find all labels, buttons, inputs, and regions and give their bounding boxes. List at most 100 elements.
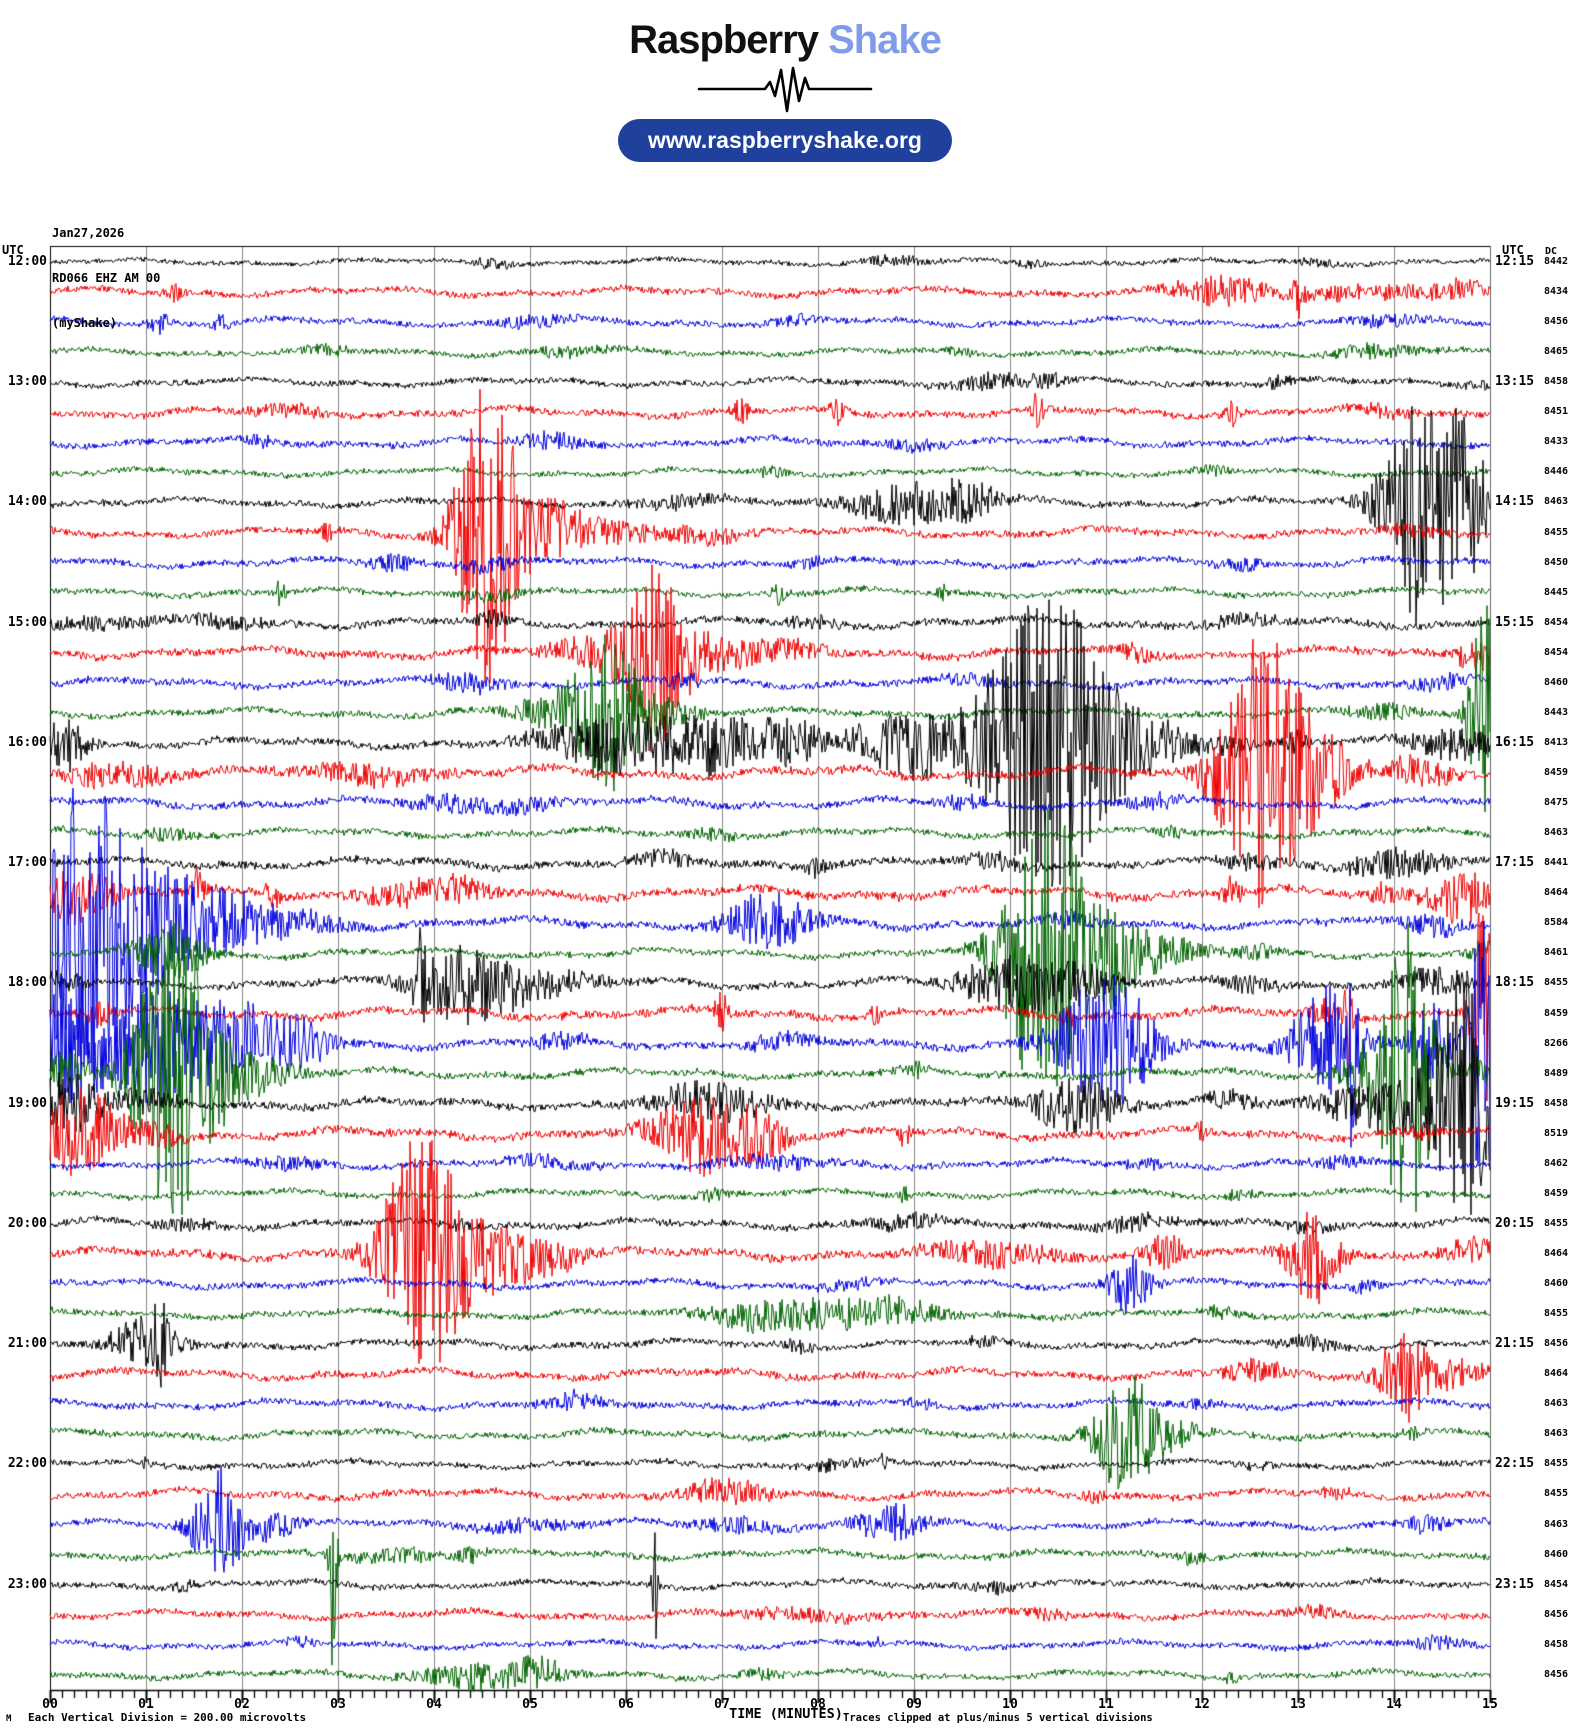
- dc-value: 8456: [1544, 1668, 1569, 1680]
- footer-clip-note: Traces clipped at plus/minus 5 vertical …: [843, 1712, 1153, 1724]
- hour-label-right: 16:15: [1495, 734, 1535, 750]
- dc-value: 8460: [1544, 676, 1569, 688]
- dc-value: 8445: [1544, 586, 1569, 598]
- minute-label: 01: [138, 1697, 154, 1712]
- x-axis-title: TIME (MINUTES): [729, 1706, 843, 1722]
- minute-label: 08: [810, 1697, 826, 1712]
- dc-value: 8463: [1544, 1428, 1569, 1440]
- hour-label-left: 21:00: [7, 1336, 47, 1352]
- waveform-icon: [0, 65, 1570, 113]
- dc-value: 8433: [1544, 436, 1569, 448]
- minute-label: 03: [330, 1697, 346, 1712]
- dc-value: 8413: [1544, 736, 1569, 748]
- dc-value: 8460: [1544, 1278, 1569, 1290]
- station-info: Jan27,2026 RD066 EHZ AM 00 (myShake): [52, 196, 160, 361]
- hour-label-right: 23:15: [1495, 1576, 1535, 1592]
- dc-value: 8455: [1544, 977, 1569, 989]
- hour-label-left: 13:00: [7, 374, 47, 390]
- hour-label-right: 18:15: [1495, 975, 1535, 991]
- dc-value: 8459: [1544, 1007, 1569, 1019]
- hour-label-left: 15:00: [7, 614, 47, 630]
- dc-value: 8462: [1544, 1157, 1569, 1169]
- minute-label: 11: [1098, 1697, 1114, 1712]
- hour-label-left: 17:00: [7, 855, 47, 871]
- hour-label-right: 15:15: [1495, 614, 1535, 630]
- dc-value: 8450: [1544, 556, 1569, 568]
- dc-value: 8454: [1544, 1578, 1569, 1590]
- dc-value: 8456: [1544, 1608, 1569, 1620]
- brand-title: Raspberry Shake: [0, 18, 1570, 63]
- minute-label: 06: [618, 1697, 634, 1712]
- footer-scale-note: Each Vertical Division = 200.00 microvol…: [28, 1711, 307, 1724]
- station-date: Jan27,2026: [52, 226, 125, 240]
- hour-label-left: 19:00: [7, 1095, 47, 1111]
- hour-label-left: 14:00: [7, 494, 47, 510]
- dc-header: DC: [1545, 246, 1558, 257]
- dc-value: 8456: [1544, 316, 1569, 328]
- dc-value: 8463: [1544, 1518, 1569, 1530]
- minute-label: 00: [42, 1697, 58, 1712]
- waveform-icon-svg: [697, 66, 873, 113]
- dc-value: 8454: [1544, 646, 1569, 658]
- dc-value: 8463: [1544, 827, 1569, 839]
- dc-value: 8446: [1544, 466, 1569, 478]
- dc-value: 8455: [1544, 1458, 1569, 1470]
- minute-label: 02: [234, 1697, 250, 1712]
- dc-value: 8459: [1544, 767, 1569, 779]
- dc-value: 8455: [1544, 1308, 1569, 1320]
- minute-label: 09: [906, 1697, 922, 1712]
- minute-label: 04: [426, 1697, 442, 1712]
- minute-label: 14: [1386, 1697, 1402, 1712]
- dc-value: 8464: [1544, 1368, 1569, 1380]
- dc-value: 8458: [1544, 1638, 1569, 1650]
- station-network: (myShake): [52, 316, 118, 330]
- hour-label-left: 22:00: [7, 1456, 47, 1472]
- minute-label: 05: [522, 1697, 538, 1712]
- hour-label-right: 22:15: [1495, 1456, 1535, 1472]
- dc-value: 8266: [1544, 1037, 1569, 1049]
- dc-value: 8519: [1544, 1127, 1569, 1139]
- dc-value: 8455: [1544, 1217, 1569, 1229]
- hour-label-left: 18:00: [7, 975, 47, 991]
- dc-value: 8451: [1544, 406, 1569, 418]
- hour-label-left: 12:00: [7, 254, 47, 269]
- header: Raspberry Shake www.raspberryshake.org: [0, 0, 1570, 162]
- dc-value: 8456: [1544, 1338, 1569, 1350]
- dc-value: 8460: [1544, 1548, 1569, 1560]
- station-id: RD066 EHZ AM 00: [52, 271, 161, 285]
- website-link[interactable]: www.raspberryshake.org: [618, 119, 952, 162]
- minute-label: 10: [1002, 1697, 1018, 1712]
- dc-value: 8489: [1544, 1067, 1569, 1079]
- dc-value: 8455: [1544, 1488, 1569, 1500]
- dc-value: 8454: [1544, 616, 1569, 628]
- dc-value: 8441: [1544, 857, 1569, 869]
- dc-value: 8464: [1544, 887, 1569, 899]
- dc-value: 8434: [1544, 286, 1569, 298]
- utc-header-left: UTC: [2, 243, 24, 257]
- dc-value: 8458: [1544, 1097, 1569, 1109]
- dc-value: 8475: [1544, 797, 1569, 809]
- footer-mark: M: [6, 1714, 12, 1724]
- dc-value: 8455: [1544, 526, 1569, 538]
- hour-label-right: 13:15: [1495, 374, 1535, 390]
- dc-value: 8459: [1544, 1187, 1569, 1199]
- dc-value: 8461: [1544, 947, 1569, 959]
- hour-label-left: 16:00: [7, 734, 47, 750]
- utc-header-right: UTC: [1502, 243, 1524, 257]
- hour-label-right: 21:15: [1495, 1336, 1535, 1352]
- hour-label-right: 20:15: [1495, 1215, 1535, 1231]
- hour-label-left: 20:00: [7, 1215, 47, 1231]
- dc-value: 8584: [1544, 917, 1569, 929]
- hour-label-right: 12:15: [1495, 254, 1535, 269]
- dc-value: 8463: [1544, 1398, 1569, 1410]
- minute-label: 15: [1482, 1697, 1498, 1712]
- brand-raspberry: Raspberry: [629, 18, 819, 62]
- dc-value: 8442: [1544, 256, 1569, 267]
- hour-label-left: 23:00: [7, 1576, 47, 1592]
- minute-label: 12: [1194, 1697, 1210, 1712]
- dc-value: 8458: [1544, 376, 1569, 388]
- minute-label: 13: [1290, 1697, 1306, 1712]
- dc-value: 8443: [1544, 706, 1569, 718]
